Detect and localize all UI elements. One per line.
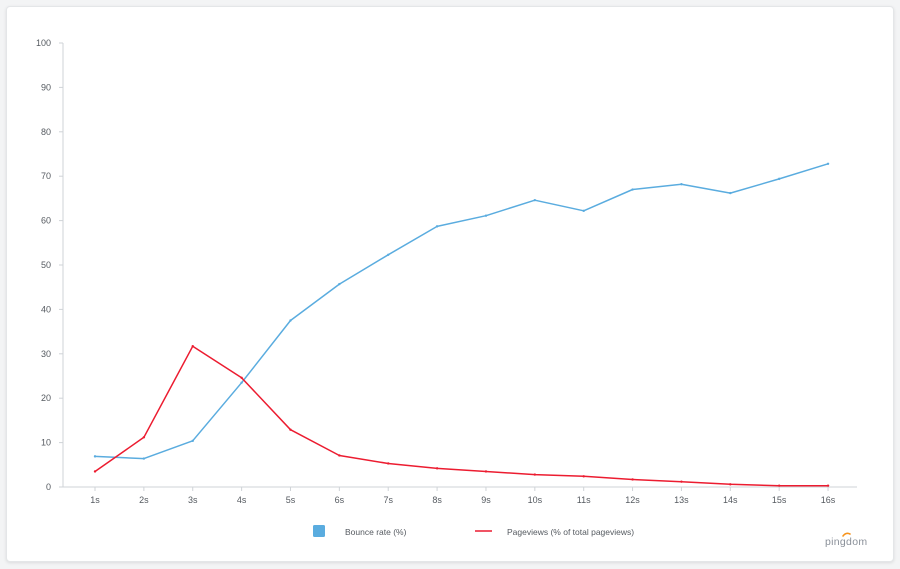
data-point-pageviews: [533, 473, 537, 476]
x-tick-label: 15s: [772, 495, 787, 505]
y-tick-label: 20: [41, 393, 51, 403]
y-tick-label: 70: [41, 171, 51, 181]
data-point-pageviews: [387, 462, 390, 465]
y-tick-label: 100: [36, 38, 51, 48]
x-tick-label: 10s: [528, 495, 543, 505]
series-line-pageviews: [94, 345, 829, 487]
y-tick-label: 50: [41, 260, 51, 270]
x-tick-label: 11s: [577, 495, 591, 505]
x-axis: 1s 2s 3s 4s 5s 6s 7s 8s 9s 10s 11s 12s 13s 14s 15s 16s: [63, 486, 857, 505]
data-point-pageviews: [289, 428, 292, 431]
legend-label-pageviews: Pageviews (% of total pageviews): [507, 527, 634, 537]
data-point-bounce-rate: [387, 253, 390, 256]
data-point-bounce-rate: [240, 381, 243, 384]
y-tick-label: 0: [46, 482, 51, 492]
data-point-bounce-rate: [533, 198, 537, 202]
x-tick-label: 7s: [383, 495, 393, 505]
logo-arc: [842, 532, 851, 537]
data-point-pageviews: [484, 470, 488, 473]
x-tick-label: 3s: [188, 495, 198, 505]
data-point-pageviews: [826, 484, 830, 487]
data-point-pageviews: [435, 467, 439, 470]
data-point-pageviews: [93, 470, 97, 473]
data-point-pageviews: [680, 480, 683, 483]
x-tick-label: 8s: [432, 495, 442, 505]
data-point-bounce-rate: [729, 191, 732, 195]
pingdom-logo: pingdom: [825, 532, 867, 548]
data-point-bounce-rate: [582, 209, 585, 213]
data-point-pageviews: [338, 454, 341, 457]
data-point-bounce-rate: [338, 282, 341, 286]
data-point-bounce-rate: [142, 457, 146, 460]
series-lines: [93, 162, 830, 487]
legend: Bounce rate (%) Pageviews (% of total pa…: [313, 525, 634, 537]
x-tick-label: 14s: [723, 495, 738, 505]
data-point-pageviews: [191, 345, 194, 348]
y-tick-label: 90: [41, 82, 51, 92]
x-tick-label: 13s: [674, 495, 689, 505]
series-line-bounce-rate: [94, 163, 829, 460]
data-point-bounce-rate: [289, 319, 292, 322]
x-tick-label: 16s: [821, 495, 836, 505]
data-point-bounce-rate: [826, 162, 830, 165]
data-point-pageviews: [142, 436, 146, 439]
data-point-bounce-rate: [435, 225, 439, 228]
data-point-pageviews: [729, 483, 732, 486]
legend-label-bounce-rate: Bounce rate (%): [345, 527, 407, 537]
data-point-pageviews: [582, 475, 585, 478]
x-tick-label: 12s: [625, 495, 640, 505]
y-tick-label: 10: [41, 438, 51, 448]
y-tick-label: 40: [41, 304, 51, 314]
logo-arc-icon: [842, 532, 851, 537]
x-tick-label: 5s: [286, 495, 296, 505]
logo-text: pingdom: [825, 536, 867, 548]
data-point-bounce-rate: [631, 188, 634, 191]
x-tick-label: 6s: [335, 495, 345, 505]
data-point-bounce-rate: [191, 439, 194, 443]
data-point-bounce-rate: [93, 455, 97, 458]
y-axis: 0 10 20 30 40 50 60 70 80 90 100: [36, 38, 64, 492]
x-tick-label: 1s: [90, 495, 100, 505]
data-point-bounce-rate: [777, 177, 781, 181]
data-point-bounce-rate: [484, 214, 488, 217]
data-point-pageviews: [240, 376, 243, 379]
y-tick-label: 60: [41, 216, 51, 226]
data-point-pageviews: [777, 484, 781, 487]
legend-swatch-bounce-rate: [313, 525, 325, 537]
x-tick-label: 2s: [139, 495, 149, 505]
data-point-pageviews: [631, 478, 634, 481]
x-tick-label: 9s: [481, 495, 491, 505]
y-tick-label: 30: [41, 349, 51, 359]
x-tick-label: 4s: [237, 495, 247, 505]
y-tick-label: 80: [41, 127, 51, 137]
data-point-bounce-rate: [680, 182, 683, 186]
